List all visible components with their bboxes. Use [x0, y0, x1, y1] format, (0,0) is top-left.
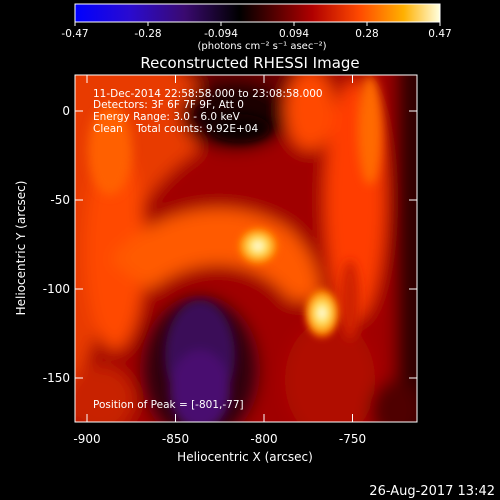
x-tick-label: -800: [250, 432, 277, 446]
x-axis-label: Heliocentric X (arcsec): [177, 450, 313, 464]
info-clean-counts: Clean Total counts: 9.92E+04: [93, 123, 258, 135]
y-tick-label: 0: [62, 104, 70, 118]
colorbar-tick-label: -0.28: [134, 28, 161, 40]
colorbar-tick-label: -0.47: [61, 28, 88, 40]
y-axis-label: Heliocentric Y (arcsec): [14, 181, 28, 316]
x-tick-label: -900: [73, 432, 100, 446]
info-energy-range: Energy Range: 3.0 - 6.0 keV: [93, 111, 241, 123]
plot-frame: [74, 74, 418, 423]
info-detectors: Detectors: 3F 6F 7F 9F, Att 0: [93, 99, 244, 111]
colorbar: [74, 3, 441, 23]
timestamp: 26-Aug-2017 13:42: [369, 484, 495, 499]
rhessi-image: [75, 75, 417, 422]
colorbar-tick-label: -0.094: [204, 28, 238, 40]
colorbar-tick-label: 0.094: [279, 28, 309, 40]
colorbar-ticks: [74, 22, 441, 26]
colorbar-tick-label: 0.28: [355, 28, 378, 40]
x-tick-label: -750: [339, 432, 366, 446]
plot-title: Reconstructed RHESSI Image: [140, 54, 359, 72]
y-axis-ticks: [75, 110, 417, 379]
y-tick-label: -100: [43, 282, 70, 296]
y-tick-label: -150: [43, 371, 70, 385]
info-time-range: 11-Dec-2014 22:58:58.000 to 23:08:58.000: [93, 88, 323, 100]
colorbar-unit-label: (photons cm⁻² s⁻¹ asec⁻²): [197, 41, 326, 52]
colorbar-tick-label: 0.47: [428, 28, 451, 40]
x-axis-ticks: [86, 75, 353, 422]
info-peak-position: Position of Peak = [-801,-77]: [93, 399, 244, 411]
y-tick-label: -50: [50, 193, 70, 207]
x-tick-label: -850: [162, 432, 189, 446]
